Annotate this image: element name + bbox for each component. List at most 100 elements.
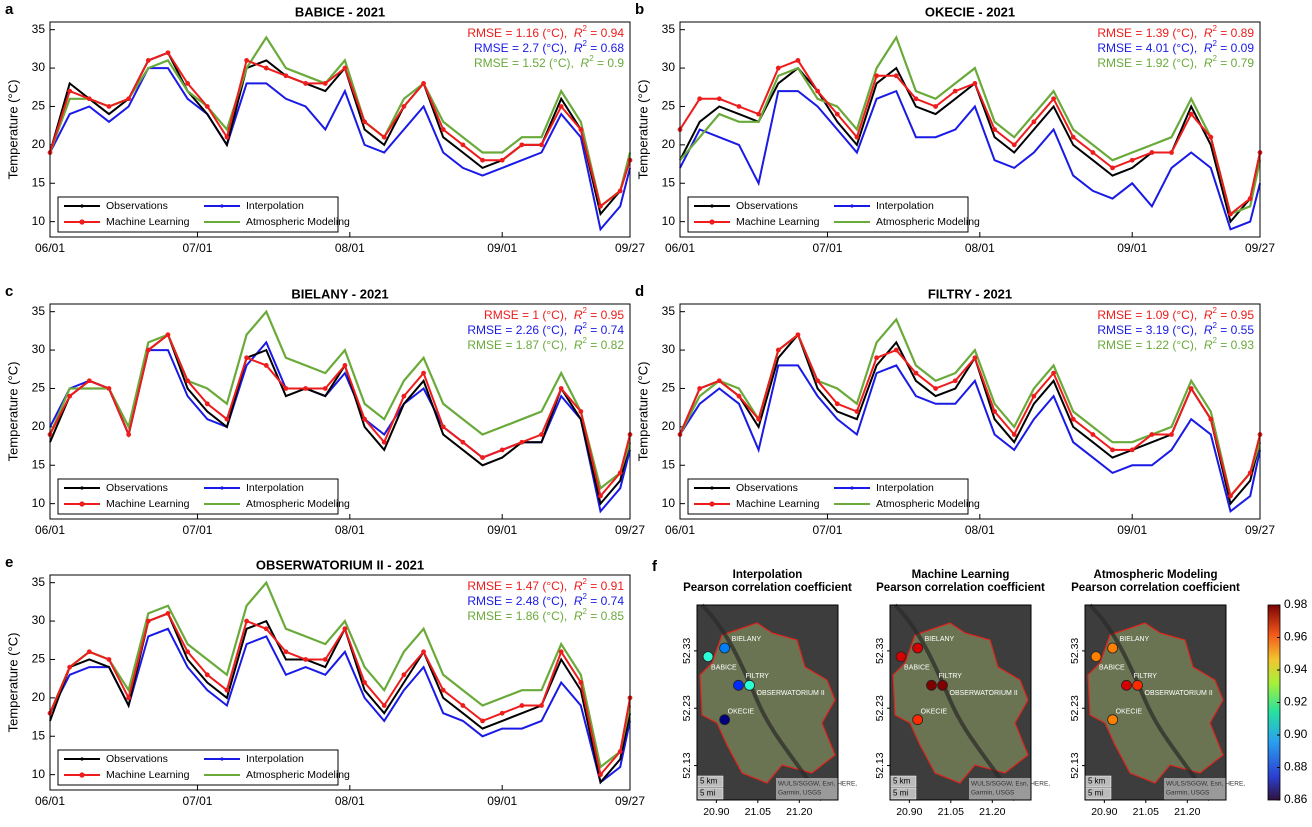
station-marker bbox=[896, 652, 906, 662]
stat-text: = 0.93 bbox=[1217, 338, 1254, 352]
ml-point bbox=[519, 142, 524, 147]
ml-point bbox=[205, 672, 210, 677]
ml-point bbox=[618, 749, 623, 754]
x-tick-label: 07/01 bbox=[812, 523, 842, 537]
ml-point bbox=[717, 378, 722, 383]
ml-point bbox=[421, 81, 426, 86]
ml-point bbox=[1228, 494, 1233, 499]
ml-point bbox=[67, 394, 72, 399]
station-label: FILTRY bbox=[938, 673, 962, 680]
ml-point bbox=[953, 89, 958, 94]
x-tick-label: 08/01 bbox=[335, 241, 365, 255]
ml-point bbox=[914, 371, 919, 376]
y-tick-label: 52.23 bbox=[681, 695, 693, 721]
x-tick-label: 07/01 bbox=[182, 794, 212, 808]
ml-point bbox=[500, 711, 505, 716]
ml-point bbox=[401, 394, 406, 399]
stat-symbol: R bbox=[1204, 338, 1213, 352]
x-tick-label: 20.90 bbox=[1091, 806, 1117, 818]
legend-label: Interpolation bbox=[246, 482, 304, 494]
x-tick-label: 08/01 bbox=[965, 241, 995, 255]
ml-point bbox=[973, 355, 978, 360]
attribution: Garmin, USGS bbox=[1166, 790, 1210, 797]
attribution: WULS/SGGW, Esri, HERE, bbox=[971, 781, 1050, 788]
ml-point bbox=[1149, 150, 1154, 155]
ml-point bbox=[441, 127, 446, 132]
stat-text: RMSE = 1.22 (°C), bbox=[1097, 338, 1204, 352]
ml-point bbox=[855, 409, 860, 414]
stat-text: RMSE = 1.39 (°C), bbox=[1097, 26, 1204, 40]
stat-symbol: R bbox=[1204, 323, 1213, 337]
legend-label: Machine Learning bbox=[106, 769, 190, 781]
y-tick-label: 52.33 bbox=[681, 638, 693, 664]
scale-label: 5 mi bbox=[893, 789, 908, 798]
ml-point bbox=[697, 96, 702, 101]
ml-point bbox=[1189, 112, 1194, 117]
ml-point bbox=[126, 96, 131, 101]
station-label: BABICE bbox=[1099, 664, 1125, 671]
ml-point bbox=[500, 158, 505, 163]
map-title: Atmospheric Modeling bbox=[1094, 569, 1218, 581]
y-tick-label: 35 bbox=[662, 22, 676, 36]
ml-point bbox=[1189, 386, 1194, 391]
legend-label: Interpolation bbox=[876, 482, 934, 494]
panel-label: e bbox=[5, 554, 13, 571]
x-tick-label: 21.05 bbox=[1133, 806, 1159, 818]
stat-text: = 0.95 bbox=[1217, 308, 1254, 322]
ml-point bbox=[855, 135, 860, 140]
stat-symbol: R bbox=[1204, 56, 1213, 70]
attribution: WULS/SGGW, Esri, HERE, bbox=[1166, 781, 1245, 788]
ml-point bbox=[1071, 135, 1076, 140]
ml-point bbox=[166, 611, 171, 616]
ml-point bbox=[737, 104, 742, 109]
y-tick-label: 30 bbox=[662, 342, 676, 356]
ml-point bbox=[756, 112, 761, 117]
ml-point bbox=[441, 424, 446, 429]
x-tick-label: 06/01 bbox=[665, 523, 695, 537]
legend-label: Atmospheric Modeling bbox=[246, 216, 350, 228]
ml-point bbox=[1110, 165, 1115, 170]
ml-point bbox=[225, 688, 230, 693]
ml-point bbox=[1228, 212, 1233, 217]
station-marker bbox=[1108, 643, 1118, 653]
y-tick-label: 20 bbox=[662, 137, 676, 151]
panel-label: a bbox=[5, 1, 14, 18]
ml-point bbox=[460, 440, 465, 445]
station-marker bbox=[1108, 715, 1118, 725]
stat-text: RMSE = 1.86 (°C), bbox=[467, 609, 574, 623]
attribution: WULS/SGGW, Esri, HERE, bbox=[778, 781, 857, 788]
legend-label: Observations bbox=[106, 200, 168, 212]
y-tick-label: 30 bbox=[32, 613, 46, 627]
ml-point bbox=[185, 81, 190, 86]
stat-text: = 0.9 bbox=[594, 56, 625, 70]
stat-symbol: R bbox=[1204, 41, 1213, 55]
ml-point bbox=[362, 119, 367, 124]
y-axis-label: Temperature (°C) bbox=[5, 80, 20, 180]
x-tick-label: 09/01 bbox=[487, 523, 517, 537]
colorbar-tick-label: 0.96 bbox=[1284, 630, 1308, 644]
chart-title: BABICE - 2021 bbox=[295, 4, 385, 19]
ml-point bbox=[303, 657, 308, 662]
y-tick-label: 35 bbox=[32, 304, 46, 318]
ml-point bbox=[166, 332, 171, 337]
series-line bbox=[50, 53, 630, 207]
ml-point bbox=[185, 378, 190, 383]
y-axis-label: Temperature (°C) bbox=[635, 80, 650, 180]
stat-annotation: RMSE = 1.86 (°C), R2 = 0.85 bbox=[467, 607, 624, 623]
map-subtitle: Pearson correlation coefficient bbox=[1071, 582, 1240, 594]
ml-point bbox=[264, 626, 269, 631]
y-tick-label: 52.23 bbox=[1069, 695, 1081, 721]
x-tick-label: 06/01 bbox=[35, 241, 65, 255]
attribution: Garmin, USGS bbox=[778, 790, 822, 797]
ml-point bbox=[1051, 371, 1056, 376]
ml-point bbox=[460, 703, 465, 708]
series-line bbox=[50, 335, 630, 496]
ml-point bbox=[205, 401, 210, 406]
scale-label: 5 mi bbox=[1088, 789, 1103, 798]
stat-symbol: R bbox=[1204, 26, 1213, 40]
x-tick-label: 21.20 bbox=[786, 806, 812, 818]
colorbar-tick-label: 0.88 bbox=[1284, 760, 1308, 774]
station-label: BIELANY bbox=[732, 636, 762, 643]
legend-marker bbox=[709, 219, 714, 224]
ml-point bbox=[1169, 150, 1174, 155]
